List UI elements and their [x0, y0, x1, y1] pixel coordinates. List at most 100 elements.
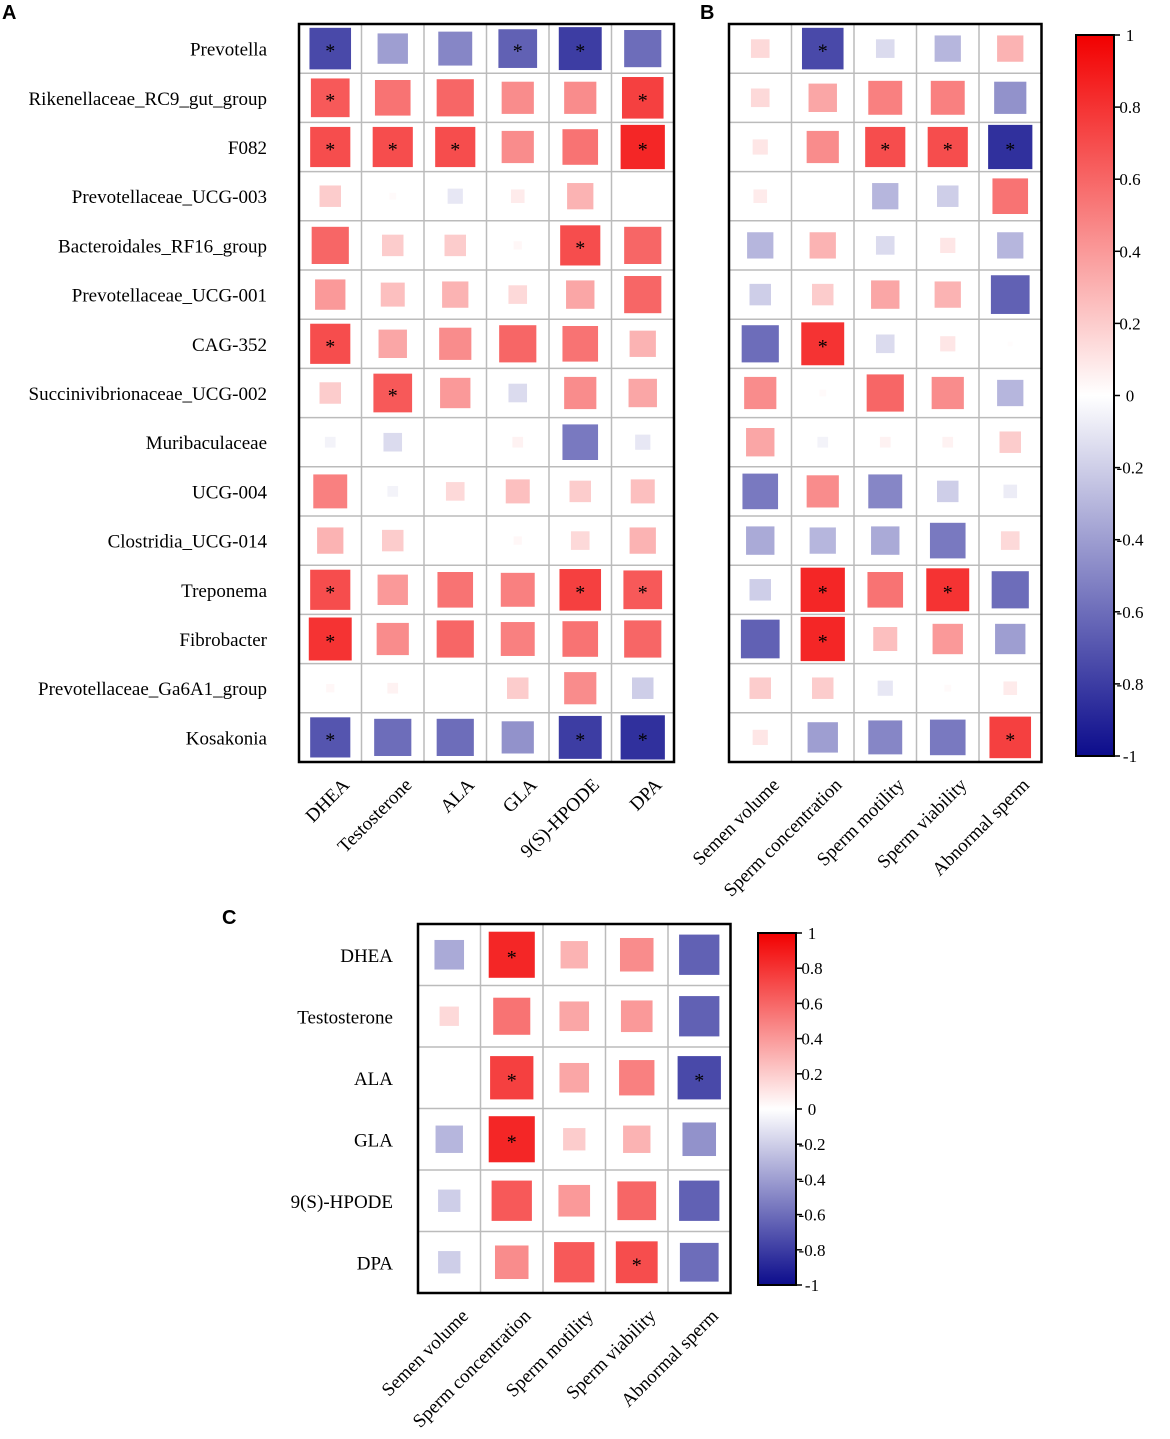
heatmap-cell-ucg-004-dpa	[630, 479, 655, 504]
heatmap-cell-cag-352-dpa	[629, 330, 656, 357]
colorbar-tick-label: -0.4	[799, 1170, 826, 1189]
colorbar-tick-label: -1	[1123, 747, 1137, 766]
heatmap-cell-bacteroidales-rf16-group-testosterone	[382, 234, 404, 257]
heatmap-cell-rikenellaceae-rc9-gut-group-gla	[501, 81, 534, 114]
heatmap-cell-fibrobacter-sperm-concentration	[800, 616, 845, 662]
heatmap-cell-muribaculaceae-abnormal-sperm	[999, 431, 1021, 453]
heatmap-cell-gla-sperm-viability	[623, 1125, 651, 1153]
heatmap-cell-prevotellaceae-ucg-003-sperm-viability	[937, 185, 959, 207]
panel-a-letter: A	[2, 2, 16, 24]
heatmap-cell-ala-abnormal-sperm	[677, 1056, 721, 1100]
heatmap-cell-f082-testosterone	[372, 126, 413, 168]
row-label-prevotellaceae-ga6a1-group: Prevotellaceae_Ga6A1_group	[38, 679, 267, 700]
heatmap-cell-kosakonia-testosterone	[374, 718, 412, 756]
row-label-bacteroidales-rf16-group: Bacteroidales_RF16_group	[58, 236, 267, 257]
heatmap-cell-kosakonia-gla	[501, 721, 534, 754]
heatmap-cell-9-s-hpode-sperm-concentration	[491, 1180, 532, 1221]
heatmap-cell-gla-abnormal-sperm	[682, 1122, 717, 1157]
heatmap-cell-muribaculaceae-semen-volume	[746, 428, 775, 457]
heatmap-cell-gla-sperm-motility	[563, 1128, 586, 1151]
heatmap-cell-treponema-gla	[500, 572, 535, 607]
heatmap-cell-fibrobacter-sperm-motility	[873, 627, 898, 651]
heatmap-cell-dhea-abnormal-sperm	[679, 934, 720, 975]
significance-star: *	[638, 582, 648, 604]
heatmap-cell-testosterone-abnormal-sperm	[679, 996, 720, 1037]
heatmap-cell-bacteroidales-rf16-group-semen-volume	[747, 232, 774, 259]
heatmap-cell-prevotellaceae-ucg-001-dhea	[315, 279, 346, 310]
heatmap-cell-fibrobacter-testosterone	[376, 622, 409, 656]
heatmap-cell-prevotellaceae-ucg-001-sperm-motility	[871, 280, 900, 309]
heatmap-cell-prevotellaceae-ucg-001-gla	[508, 285, 528, 304]
heatmap-cell-dhea-semen-volume	[434, 939, 465, 970]
colorbar-tick-label: 0.2	[801, 1065, 822, 1084]
heatmap-cell-testosterone-sperm-motility	[559, 1001, 590, 1032]
row-label-prevotellaceae-ucg-003: Prevotellaceae_UCG-003	[72, 187, 267, 208]
heatmap-cell-rikenellaceae-rc9-gut-group-dhea	[310, 78, 350, 118]
significance-star: *	[575, 582, 585, 604]
heatmap-cell-prevotellaceae-ucg-001-dpa	[624, 276, 662, 314]
heatmap-cell-succinivibrionaceae-ucg-002-ala	[440, 377, 471, 409]
heatmap-cell-ucg-004-gla	[505, 479, 530, 504]
significance-star: *	[638, 729, 648, 751]
heatmap-cell-kosakonia-sperm-motility	[868, 720, 903, 755]
heatmap-cell-succinivibrionaceae-ucg-002-sperm-concentration	[819, 389, 827, 397]
heatmap-cell-bacteroidales-rf16-group-9-s-hpode	[560, 225, 601, 266]
significance-star: *	[325, 139, 335, 161]
heatmap-cell-prevotella-dpa	[624, 30, 662, 68]
panel-c-frame	[416, 922, 732, 1295]
heatmap-cell-kosakonia-sperm-viability	[929, 719, 966, 756]
panel-b-letter: B	[700, 2, 714, 24]
heatmap-cell-prevotellaceae-ucg-003-9-s-hpode	[567, 183, 594, 210]
heatmap-cell-ucg-004-ala	[445, 482, 465, 501]
heatmap-cell-fibrobacter-gla	[500, 622, 535, 656]
significance-star: *	[325, 336, 335, 358]
heatmap-cell-succinivibrionaceae-ucg-002-semen-volume	[744, 376, 777, 410]
heatmap-cell-kosakonia-dpa	[620, 715, 665, 760]
significance-star: *	[575, 41, 585, 63]
heatmap-cell-cag-352-testosterone	[378, 329, 407, 358]
heatmap-cell-ucg-004-testosterone	[387, 486, 399, 497]
heatmap-cell-testosterone-semen-volume	[439, 1006, 459, 1026]
heatmap-cell-kosakonia-9-s-hpode	[558, 715, 602, 759]
significance-star: *	[638, 139, 648, 161]
significance-star: *	[943, 582, 953, 604]
heatmap-cell-prevotellaceae-ucg-001-ala	[442, 281, 469, 308]
heatmap-cell-fibrobacter-dpa	[624, 620, 662, 658]
significance-star: *	[450, 139, 460, 161]
heatmap-cell-dhea-sperm-motility	[560, 941, 588, 969]
heatmap-cell-muribaculaceae-sperm-motility	[879, 436, 891, 448]
heatmap-cell-treponema-testosterone	[377, 574, 408, 605]
heatmap-cell-rikenellaceae-rc9-gut-group-sperm-viability	[930, 80, 965, 115]
heatmap-cell-clostridia-ucg-014-gla	[513, 536, 522, 545]
row-label-prevotellaceae-ucg-001: Prevotellaceae_UCG-001	[72, 286, 267, 307]
heatmap-cell-muribaculaceae-sperm-viability	[942, 436, 954, 448]
heatmap-cell-dpa-sperm-concentration	[494, 1245, 529, 1280]
heatmap-cell-kosakonia-abnormal-sperm	[989, 716, 1032, 759]
significance-star: *	[694, 1070, 704, 1092]
heatmap-cell-muribaculaceae-sperm-concentration	[817, 436, 829, 448]
heatmap-cell-prevotella-9-s-hpode	[558, 27, 602, 71]
heatmap-cell-dpa-abnormal-sperm	[679, 1242, 719, 1282]
heatmap-cell-dpa-sperm-viability	[615, 1241, 658, 1284]
colorbar-tick-label: 0.6	[1119, 170, 1140, 189]
heatmap-cell-9-s-hpode-abnormal-sperm	[679, 1180, 720, 1221]
heatmap-cell-prevotellaceae-ucg-001-sperm-viability	[934, 281, 961, 308]
significance-star: *	[325, 90, 335, 112]
significance-star: *	[575, 729, 585, 751]
heatmap-cell-cag-352-dhea	[310, 323, 351, 364]
colorbar-tick-label: -0.2	[799, 1135, 826, 1154]
heatmap-cell-cag-352-sperm-motility	[875, 334, 895, 354]
panel-a: A * * * * * * * * * * * * * * * * * * * Prevotella Rikenellac…	[2, 2, 676, 862]
row-label-ala: ALA	[354, 1069, 393, 1090]
row-label-ucg-004: UCG-004	[192, 482, 267, 503]
heatmap-cell-treponema-9-s-hpode	[559, 569, 602, 611]
heatmap-cell-muribaculaceae-9-s-hpode	[562, 424, 599, 460]
heatmap-cell-treponema-semen-volume	[749, 579, 771, 601]
colorbar-tick-label: -0.2	[1117, 459, 1144, 478]
heatmap-cell-prevotellaceae-ga6a1-group-dpa	[632, 677, 654, 699]
heatmap-cell-cag-352-9-s-hpode	[562, 326, 599, 362]
row-label-treponema: Treponema	[181, 581, 267, 602]
heatmap-cell-succinivibrionaceae-ucg-002-abnormal-sperm	[997, 379, 1024, 407]
heatmap-cell-cag-352-abnormal-sperm	[1007, 341, 1013, 347]
heatmap-cell-gla-sperm-concentration	[488, 1116, 535, 1163]
